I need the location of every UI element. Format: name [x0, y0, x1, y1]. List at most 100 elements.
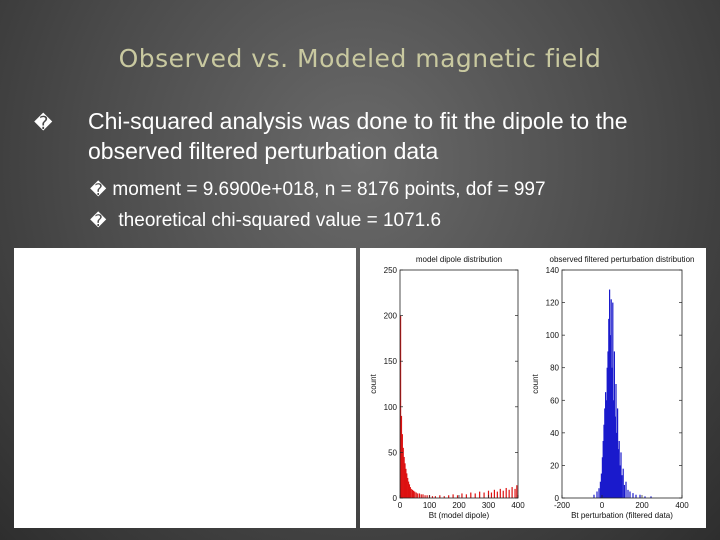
model-dipole-xtick-label: 200: [452, 501, 466, 510]
model-dipole-bar: [505, 487, 507, 498]
model-dipole-title: model dipole distribution: [416, 255, 502, 264]
model-dipole-ytick-label: 50: [388, 448, 397, 457]
model-dipole-xlabel: Bt (model dipole): [429, 511, 490, 520]
model-dipole-bar: [483, 492, 485, 498]
observed-perturbation-ytick-label: 120: [546, 299, 560, 308]
model-dipole-bar: [434, 496, 436, 498]
model-dipole-bar: [514, 488, 516, 498]
sub-bullet-moment: � moment = 9.6900e+018, n = 8176 points, …: [90, 178, 546, 203]
model-dipole-bar: [461, 493, 463, 498]
model-dipole-bar: [403, 456, 405, 498]
model-dipole-bar: [470, 492, 472, 498]
observed-perturbation-ytick-label: 100: [546, 331, 560, 340]
observed-perturbation-bar: [601, 457, 603, 498]
observed-perturbation-xtick-label: 400: [675, 501, 689, 510]
model-dipole-bar: [499, 488, 501, 498]
observed-perturbation-bar: [610, 299, 612, 498]
observed-perturbation-bar: [605, 400, 607, 498]
model-dipole-bar: [474, 493, 476, 498]
model-dipole-bar: [452, 494, 454, 498]
observed-perturbation-bar: [621, 475, 623, 498]
observed-perturbation-bar: [602, 441, 604, 498]
observed-perturbation-bar: [614, 416, 616, 498]
model-dipole-bar: [487, 490, 490, 498]
observed-perturbation-bar: [639, 494, 641, 498]
model-dipole-bar: [412, 490, 415, 498]
blank-image-panel: [14, 248, 356, 528]
observed-perturbation-ytick-label: 40: [550, 429, 559, 438]
model-dipole-ytick-label: 200: [384, 312, 398, 321]
box-bullet-icon: �: [90, 182, 107, 199]
model-dipole-bar: [479, 491, 481, 498]
observed-perturbation-bar: [606, 367, 608, 498]
model-dipole-bar: [401, 434, 403, 498]
sub-bullet-text: theoretical chi-squared value = 1071.6: [118, 210, 442, 231]
observed-perturbation-bar: [615, 384, 617, 498]
observed-perturbation-bar: [622, 468, 624, 498]
model-dipole-bar: [400, 415, 403, 498]
observed-perturbation-bar: [611, 367, 613, 498]
observed-perturbation-ytick-label: 60: [550, 396, 559, 405]
box-bullet-icon: �: [34, 113, 53, 133]
model-dipole-bar: [420, 494, 422, 498]
model-dipole-bar: [431, 496, 434, 498]
observed-perturbation-bar: [599, 481, 601, 498]
model-dipole-bar: [422, 494, 424, 498]
observed-perturbation-ytick-label: 20: [550, 461, 559, 470]
model-dipole-xtick-label: 400: [511, 501, 525, 510]
model-dipole-bar: [456, 495, 459, 498]
observed-perturbation-bar: [625, 481, 627, 498]
observed-perturbation-bar: [627, 489, 629, 498]
slide-title: Observed vs. Modeled magnetic field: [118, 44, 602, 73]
observed-perturbation-bar: [617, 449, 619, 498]
observed-perturbation-bar: [609, 335, 611, 498]
observed-perturbation-bar: [593, 494, 595, 498]
observed-perturbation-bar: [650, 496, 652, 498]
model-dipole-bar: [508, 489, 510, 498]
model-dipole-xtick-label: 0: [398, 501, 403, 510]
model-dipole-bar: [439, 495, 441, 498]
observed-perturbation-ytick-label: 140: [546, 266, 560, 275]
model-dipole-bar: [426, 495, 428, 498]
model-dipole-bar: [402, 447, 404, 498]
observed-perturbation-bar: [604, 408, 606, 498]
observed-perturbation-bar: [635, 494, 637, 498]
observed-perturbation-bar: [607, 351, 609, 498]
observed-perturbation-bar: [596, 491, 598, 498]
model-dipole-bar: [493, 489, 495, 498]
observed-perturbation-title: observed filtered perturbation distribut…: [550, 255, 695, 264]
observed-perturbation-ytick-label: 80: [550, 364, 559, 373]
model-dipole-bar: [448, 495, 450, 498]
observed-perturbation-bar: [617, 408, 619, 498]
box-bullet-icon: �: [90, 213, 107, 230]
histogram-figure: model dipole distribution050100150200250…: [369, 255, 695, 520]
model-dipole-bar: [443, 496, 445, 498]
observed-perturbation-axes-frame: [561, 269, 683, 499]
model-dipole-bar: [496, 491, 498, 498]
observed-perturbation-bar: [629, 491, 631, 498]
observed-perturbation-bar: [612, 302, 614, 498]
model-dipole-bar: [404, 463, 406, 498]
sub-bullet-text: moment = 9.6900e+018, n = 8176 points, d…: [112, 179, 546, 200]
observed-perturbation-bar: [609, 289, 611, 498]
observed-perturbation-ylabel: count: [531, 373, 540, 393]
model-dipole-bar: [424, 495, 426, 498]
model-dipole-bar: [408, 484, 411, 498]
model-dipole-bar: [407, 481, 410, 498]
model-dipole-bar: [417, 493, 419, 498]
sub-bullet-chi-squared: � theoretical chi-squared value = 1071.6: [90, 209, 441, 234]
model-dipole-ylabel: count: [369, 373, 378, 393]
observed-perturbation-bar: [616, 432, 618, 498]
model-dipole-ytick-label: 100: [384, 403, 398, 412]
observed-perturbation-bar: [600, 473, 602, 498]
model-dipole-ytick-label: 0: [393, 494, 398, 503]
model-dipole-bar: [490, 492, 493, 498]
observed-perturbation-xlabel: Bt perturbation (filtered data): [571, 511, 673, 520]
model-dipole-axes-frame: [399, 269, 519, 499]
observed-perturbation-bar: [613, 400, 615, 498]
observed-perturbation-xtick-label: -200: [554, 501, 571, 510]
observed-perturbation-xtick-label: 200: [635, 501, 649, 510]
model-dipole-bar: [502, 490, 504, 498]
histogram-panel: model dipole distribution 0 50 100 150 200 250…: [360, 248, 706, 528]
observed-perturbation-ytick-label: 0: [555, 494, 560, 503]
